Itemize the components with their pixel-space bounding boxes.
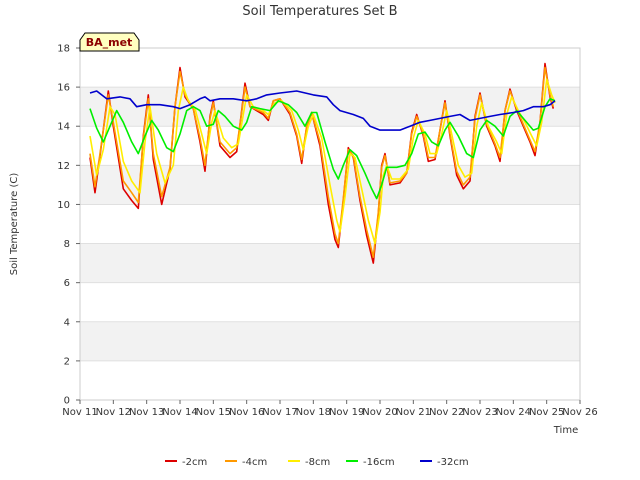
y-tick-label: 14 — [57, 122, 70, 133]
grid-bands — [80, 48, 580, 400]
legend-label: -16cm — [363, 457, 395, 468]
y-tick-label: 8 — [64, 239, 70, 250]
series-line-neg8cm — [89, 78, 556, 245]
station-label-background — [79, 32, 140, 52]
station-label: BA_met — [86, 36, 133, 49]
x-tick-label: Nov 26 — [562, 407, 597, 418]
grid-band — [80, 87, 580, 127]
grid-band — [80, 282, 580, 322]
y-axis-title: Soil Temperature (C) — [9, 173, 20, 276]
grid-band — [80, 321, 580, 361]
x-tick-label: Nov 22 — [429, 407, 464, 418]
grid-band — [80, 48, 580, 88]
y-tick-label: 0 — [64, 396, 70, 407]
x-tick-label: Nov 12 — [96, 407, 131, 418]
legend-label: -8cm — [305, 457, 330, 468]
x-tick-label: Nov 19 — [329, 407, 364, 418]
x-tick-label: Nov 14 — [162, 407, 197, 418]
plot-area-border — [79, 47, 581, 401]
x-tick-label: Nov 18 — [296, 407, 331, 418]
grid-band — [80, 243, 580, 283]
y-tick-label: 12 — [57, 161, 70, 172]
series-line-neg16cm — [89, 98, 556, 200]
x-tick-label: Nov 11 — [62, 407, 97, 418]
x-tick-label: Nov 17 — [262, 407, 297, 418]
series-lines — [89, 62, 556, 264]
x-tick-label: Nov 16 — [229, 407, 264, 418]
y-tick-label: 16 — [57, 83, 70, 94]
legend-label: -32cm — [437, 457, 469, 468]
series-line-neg32cm — [89, 90, 556, 131]
y-tick-label: 2 — [64, 356, 70, 367]
y-tick-label: 6 — [64, 278, 70, 289]
station-label-box: BA_met — [79, 32, 140, 52]
x-tick-label: Nov 25 — [529, 407, 564, 418]
series-line-neg4cm — [89, 66, 555, 258]
y-tick-label: 10 — [57, 200, 70, 211]
x-tick-label: Nov 15 — [196, 407, 231, 418]
x-tick-label: Nov 24 — [496, 407, 531, 418]
y-axis-ticks: 0 2 4 6 8 10 12 14 16 18 — [57, 44, 80, 407]
chart-title: Soil Temperatures Set B — [242, 4, 397, 19]
x-axis-title: Time — [553, 425, 578, 436]
grid-band — [80, 360, 580, 400]
y-tick-label: 18 — [57, 44, 70, 55]
x-tick-label: Nov 20 — [362, 407, 397, 418]
legend: -2cm -4cm -8cm -16cm -32cm — [165, 457, 469, 468]
x-tick-label: Nov 23 — [462, 407, 497, 418]
y-tick-label: 4 — [64, 317, 70, 328]
legend-label: -2cm — [182, 457, 207, 468]
legend-label: -4cm — [242, 457, 267, 468]
x-tick-label: Nov 13 — [129, 407, 164, 418]
x-tick-label: Nov 21 — [396, 407, 431, 418]
